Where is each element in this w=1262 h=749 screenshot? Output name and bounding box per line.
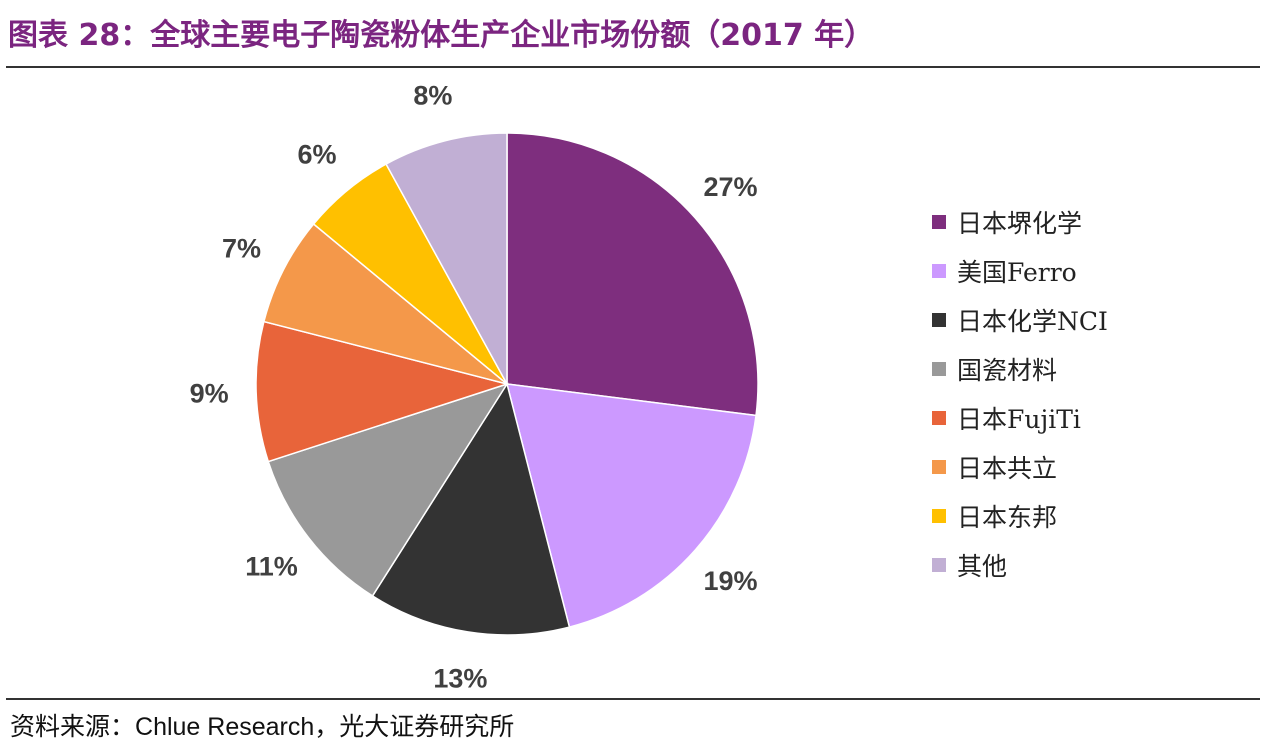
data-label-8: 8% — [413, 80, 452, 110]
legend-swatch — [932, 410, 946, 425]
data-label-7: 6% — [297, 139, 336, 169]
pie-slice-3 — [371, 382, 571, 636]
legend-label: 美国Ferro — [957, 257, 1077, 287]
pie-data-labels: 27% 19% 13% 11% 9% 7% 6% 8% — [190, 80, 758, 693]
legend-swatch — [932, 361, 946, 376]
legend-item: 日本堺化学 — [932, 197, 1108, 246]
data-label-5: 9% — [190, 378, 229, 408]
data-label-2: 19% — [703, 566, 757, 596]
data-label-4: 11% — [245, 552, 298, 582]
source-name: Chlue Research — [135, 713, 315, 741]
data-label-3: 13% — [433, 663, 487, 693]
legend-swatch — [932, 312, 946, 327]
legend-swatch — [932, 508, 946, 523]
legend-item: 国瓷材料 — [932, 344, 1108, 393]
legend-swatch — [932, 214, 946, 229]
legend-item: 日本FujiTi — [932, 393, 1108, 442]
legend-label: 日本化学NCI — [957, 306, 1108, 336]
chart-legend: 日本堺化学美国Ferro 日本化学NCI 国瓷材料日本FujiTi 日本共立日本东邦其… — [932, 197, 1108, 589]
data-label-6: 7% — [222, 234, 261, 264]
chart-title: 图表 28：全球主要电子陶瓷粉体生产企业市场份额（2017 年） — [8, 18, 875, 53]
legend-swatch — [932, 557, 946, 572]
legend-label: 日本东邦 — [957, 502, 1058, 532]
pie-slice-5 — [255, 320, 510, 463]
pie-slice-8 — [385, 132, 508, 385]
legend-label: 其他 — [957, 551, 1008, 581]
legend-item: 其他 — [932, 540, 1108, 589]
title-divider — [6, 66, 1260, 68]
legend-item: 日本共立 — [932, 442, 1108, 491]
source-rest: ，光大证券研究所 — [314, 712, 515, 741]
legend-label: 日本FujiTi — [957, 404, 1081, 434]
pie-slices — [255, 132, 759, 636]
legend-swatch — [932, 459, 946, 474]
legend-item: 日本东邦 — [932, 491, 1108, 540]
legend-label: 日本堺化学 — [957, 208, 1083, 238]
data-label-1: 27% — [703, 172, 757, 202]
source-label: 资料来源： — [10, 712, 136, 741]
pie-slice-4 — [267, 382, 509, 597]
legend-item: 美国Ferro — [932, 246, 1108, 295]
pie-slice-2 — [505, 383, 757, 629]
pie-slice-1 — [506, 132, 759, 417]
source-note: 资料来源：Chlue Research，光大证券研究所 — [10, 707, 514, 743]
legend-label: 国瓷材料 — [957, 355, 1058, 385]
pie-slice-6 — [262, 222, 508, 385]
legend-item: 日本化学NCI — [932, 295, 1108, 344]
legend-swatch — [932, 263, 946, 278]
footer-divider — [6, 698, 1260, 700]
legend-label: 日本共立 — [957, 453, 1058, 483]
